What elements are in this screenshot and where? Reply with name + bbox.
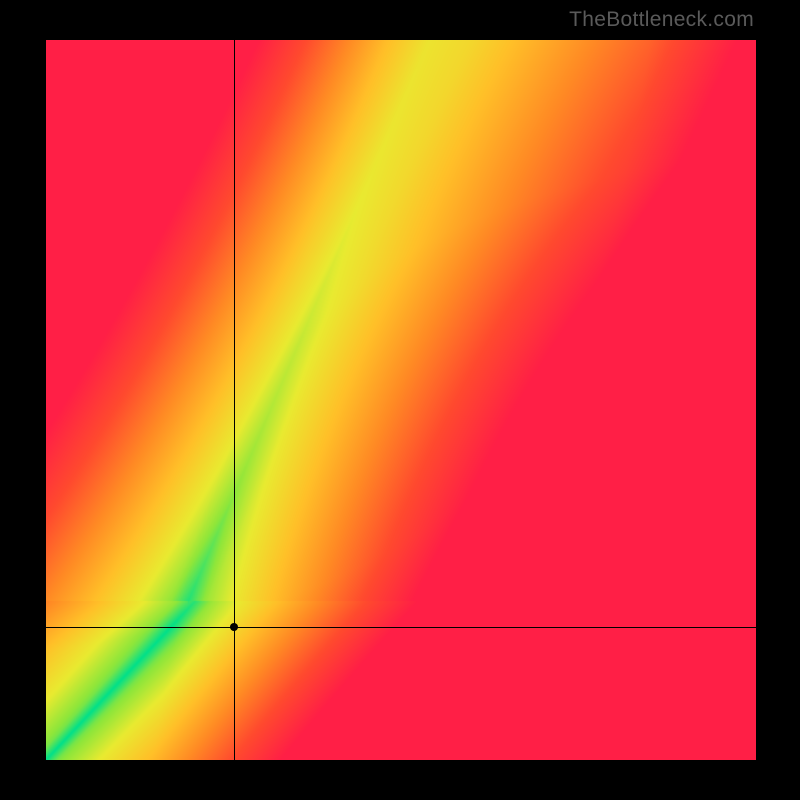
watermark-text: TheBottleneck.com bbox=[569, 8, 754, 32]
heatmap-canvas bbox=[46, 40, 756, 760]
heatmap-plot bbox=[46, 40, 756, 760]
